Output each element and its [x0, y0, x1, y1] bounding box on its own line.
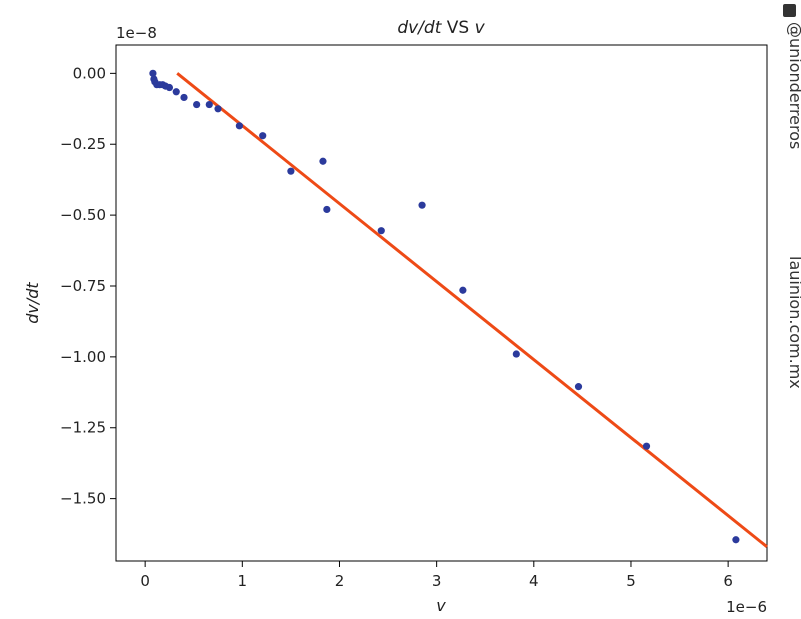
data-point — [287, 167, 295, 175]
data-point — [172, 88, 180, 96]
data-point — [459, 286, 467, 294]
y-tick-label: −1.00 — [60, 348, 106, 366]
data-point — [193, 100, 201, 109]
y-tick-label: −1.25 — [60, 419, 106, 437]
y-tick-label: 0.00 — [73, 64, 106, 82]
axis-ticks: 0 1 2 3 4 5 6 0.00 −0.25 −0.50 −0.75 −1.00 −1.25 −1.5… — [60, 64, 733, 590]
x-axis-label: v — [436, 596, 446, 615]
data-point — [165, 83, 174, 92]
camera-icon — [783, 4, 796, 17]
data-point — [180, 93, 188, 102]
data-point — [418, 201, 426, 209]
x-scale-offset: 1e−6 — [726, 598, 767, 616]
data-point — [149, 69, 157, 77]
data-point — [574, 383, 583, 391]
watermark-site: lauinion.com.mx — [786, 256, 801, 389]
x-tick-label: 5 — [626, 572, 636, 590]
fit-line-group — [176, 72, 768, 548]
data-point — [323, 205, 331, 214]
data-point — [235, 122, 243, 130]
x-tick-label: 6 — [723, 572, 733, 590]
chart-title: dv/dt VS v — [397, 18, 485, 38]
watermark: @unionderreros lauinion.com.mx — [783, 4, 801, 389]
watermark-handle: @unionderreros — [786, 22, 801, 149]
data-point — [377, 227, 385, 235]
data-point — [642, 442, 651, 450]
fit-line — [176, 72, 768, 548]
plot-area — [115, 44, 768, 562]
x-tick-label: 3 — [432, 572, 442, 590]
x-tick-label: 4 — [529, 572, 539, 590]
data-point — [512, 350, 520, 358]
x-tick-label: 0 — [140, 572, 150, 590]
y-tick-label: −0.75 — [60, 277, 106, 295]
data-point — [259, 132, 267, 140]
data-point — [732, 536, 740, 544]
scatter-points — [149, 69, 740, 544]
y-tick-label: −1.50 — [60, 490, 106, 508]
y-tick-label: −0.50 — [60, 206, 106, 224]
x-tick-label: 2 — [335, 572, 345, 590]
title-middle: VS — [441, 18, 474, 38]
x-tick-label: 1 — [238, 572, 248, 590]
data-point — [319, 157, 327, 165]
y-tick-label: −0.25 — [60, 135, 106, 153]
title-italic-2: v — [475, 18, 486, 38]
data-point — [205, 100, 213, 109]
data-point — [214, 105, 222, 113]
y-scale-offset: 1e−8 — [116, 24, 157, 42]
y-axis-label: dv/dt — [23, 282, 42, 324]
title-italic-1: dv/dt — [397, 18, 442, 38]
